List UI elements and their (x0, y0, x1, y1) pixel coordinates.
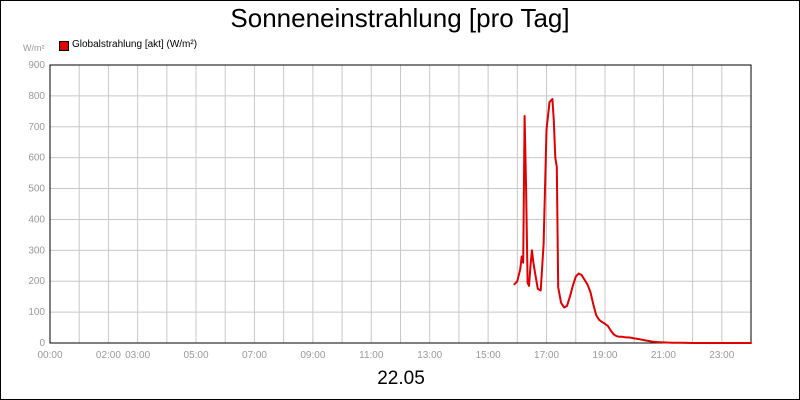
x-tick-label: 00:00 (37, 350, 62, 361)
plot-border (49, 64, 752, 344)
x-tick-label: 09:00 (300, 350, 325, 361)
x-tick-label: 02:00 (96, 350, 121, 361)
y-tick-label: 100 (28, 307, 45, 318)
y-tick-label: 600 (28, 153, 45, 164)
legend-label: Globalstrahlung [akt] (W/m²) (72, 39, 198, 50)
date-label: 22.05 (377, 368, 425, 389)
x-tick-label: 17:00 (534, 350, 559, 361)
y-tick-label: 0 (39, 338, 45, 349)
y-tick-label: 500 (28, 184, 45, 195)
x-tick-label: 03:00 (125, 350, 150, 361)
legend-swatch (59, 41, 69, 51)
series-line (513, 98, 752, 344)
x-tick-label: 23:00 (709, 350, 734, 361)
y-axis-unit-label: W/m² (23, 43, 45, 53)
y-tick-label: 700 (28, 122, 45, 133)
x-tick-label: 13:00 (417, 350, 442, 361)
chart-title: Sonneneinstrahlung [pro Tag] (230, 3, 570, 33)
y-tick-label: 300 (28, 245, 45, 256)
y-tick-label: 400 (28, 214, 45, 225)
x-tick-label: 11:00 (359, 350, 384, 361)
x-tick-label: 21:00 (651, 350, 676, 361)
x-tick-label: 05:00 (184, 350, 209, 361)
x-tick-label: 15:00 (476, 350, 501, 361)
y-tick-label: 900 (28, 60, 45, 71)
x-tick-label: 07:00 (242, 350, 267, 361)
y-tick-label: 200 (28, 276, 45, 287)
x-tick-label: 19:00 (592, 350, 617, 361)
y-tick-label: 800 (28, 91, 45, 102)
